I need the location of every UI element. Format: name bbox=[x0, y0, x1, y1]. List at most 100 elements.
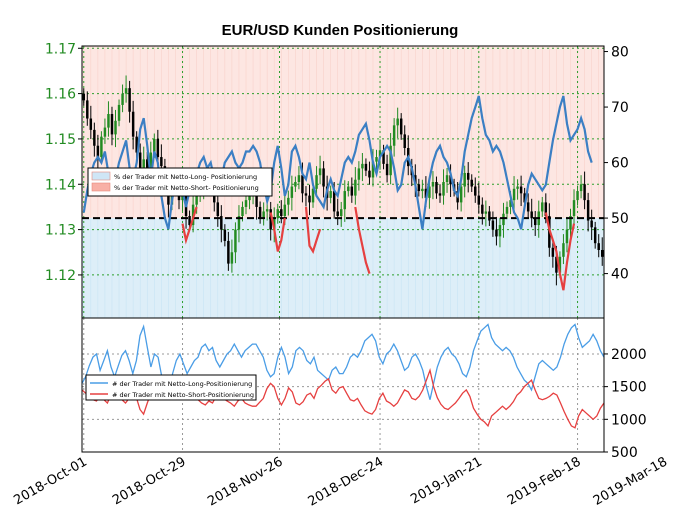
candle-body bbox=[523, 193, 526, 203]
legend-entry: % der Trader mit Netto-Long- Positionier… bbox=[114, 173, 257, 181]
candle-body bbox=[280, 209, 283, 216]
candle-body bbox=[481, 204, 484, 214]
candle-body bbox=[311, 188, 315, 203]
candle-body bbox=[343, 191, 346, 210]
candle-body bbox=[544, 202, 548, 216]
candle-body bbox=[488, 211, 491, 221]
legend-box bbox=[85, 374, 257, 401]
right-tick-label: 80 bbox=[611, 45, 629, 61]
candle-body bbox=[86, 100, 89, 119]
x-tick-label: 2018-Oct-01 bbox=[11, 454, 89, 508]
candle-body bbox=[241, 206, 244, 216]
candle-body bbox=[459, 186, 463, 203]
candle-body bbox=[135, 136, 138, 153]
candle-body bbox=[318, 168, 322, 176]
x-tick-label: 2019-Jan-21 bbox=[408, 454, 485, 507]
candle-body bbox=[308, 195, 311, 203]
candle-body bbox=[541, 202, 544, 212]
candle-body bbox=[583, 184, 586, 201]
x-tick-label: 2018-Oct-29 bbox=[110, 454, 188, 508]
candle-body bbox=[565, 229, 569, 244]
candle-body bbox=[512, 188, 516, 201]
candle-body bbox=[290, 186, 294, 198]
candle-body bbox=[593, 227, 597, 244]
candle-body bbox=[484, 211, 488, 214]
candle-body bbox=[601, 250, 604, 257]
candle-body bbox=[449, 175, 452, 185]
candle-body bbox=[357, 168, 361, 180]
candle-body bbox=[255, 186, 258, 207]
candle-body bbox=[558, 256, 562, 273]
legend-bottom: # der Trader mit Netto-Long-Positionieru… bbox=[85, 374, 257, 401]
candle-body bbox=[262, 211, 265, 219]
candle-body bbox=[389, 145, 392, 176]
series-line-short-percent bbox=[269, 212, 286, 252]
candle-body bbox=[223, 229, 227, 241]
candle-body bbox=[519, 186, 523, 194]
candle-body bbox=[590, 220, 593, 228]
candle-body bbox=[315, 175, 318, 189]
candle-body bbox=[124, 88, 128, 94]
bottom-plot-frame bbox=[81, 317, 605, 453]
candle-body bbox=[576, 191, 579, 201]
candle-body bbox=[382, 150, 385, 164]
candle-body bbox=[117, 104, 121, 121]
candle-body bbox=[399, 118, 403, 135]
candle-body bbox=[477, 195, 481, 205]
candle-body bbox=[378, 150, 382, 158]
long-band bbox=[82, 218, 604, 318]
series-line-short-percent bbox=[181, 206, 198, 245]
candle-body bbox=[396, 118, 399, 126]
candle-body bbox=[89, 118, 93, 130]
candle-body bbox=[336, 211, 339, 216]
candle-body bbox=[195, 191, 198, 205]
candle-body bbox=[107, 114, 110, 128]
candle-body bbox=[301, 175, 304, 194]
candle-body bbox=[237, 216, 241, 230]
candle-body bbox=[435, 182, 438, 194]
candle-body bbox=[428, 186, 431, 198]
x-tick-label: 2019-Mar-18 bbox=[591, 454, 670, 508]
candle-body bbox=[516, 186, 519, 189]
x-tick-label: 2018-Nov-26 bbox=[205, 454, 285, 509]
candle-body bbox=[354, 179, 357, 196]
candle-body bbox=[569, 216, 572, 230]
candle-body bbox=[586, 200, 590, 221]
candle-body bbox=[230, 252, 234, 264]
candle-body bbox=[562, 243, 565, 257]
legend-entry: # der Trader mit Netto-Long-Positionieru… bbox=[112, 380, 252, 388]
candle-body bbox=[294, 182, 297, 187]
candle-body bbox=[304, 193, 308, 196]
candle-body bbox=[160, 157, 163, 167]
candle-body bbox=[498, 225, 502, 237]
grid-group bbox=[82, 46, 604, 453]
candle-body bbox=[93, 129, 96, 146]
candle-body bbox=[579, 184, 583, 192]
candle-body bbox=[188, 216, 191, 226]
candle-body bbox=[526, 202, 530, 212]
series-line-short-percent bbox=[304, 206, 322, 255]
legend-entry: % der Trader mit Netto-Short- Positionie… bbox=[114, 184, 259, 192]
candle-body bbox=[438, 193, 442, 196]
candle-body bbox=[244, 200, 248, 207]
candle-body bbox=[371, 161, 375, 178]
candle-body bbox=[272, 218, 276, 230]
candle-body bbox=[347, 186, 350, 192]
candle-body bbox=[146, 159, 149, 176]
candle-body bbox=[156, 138, 160, 158]
right-tick-label: 70 bbox=[611, 100, 629, 116]
series-line-short-percent bbox=[354, 206, 371, 274]
candle-body bbox=[322, 168, 325, 187]
candle-body bbox=[533, 218, 537, 226]
candle-body bbox=[551, 247, 555, 257]
candle-body bbox=[216, 202, 220, 216]
candle-body bbox=[340, 209, 343, 216]
candle-body bbox=[421, 188, 424, 192]
candle-body bbox=[114, 120, 117, 135]
right-tick-label: 40 bbox=[611, 267, 629, 283]
legend-swatch bbox=[91, 171, 111, 181]
right-tick-label: 1000 bbox=[611, 412, 647, 428]
candle-body bbox=[470, 179, 473, 187]
candle-body bbox=[142, 159, 145, 169]
